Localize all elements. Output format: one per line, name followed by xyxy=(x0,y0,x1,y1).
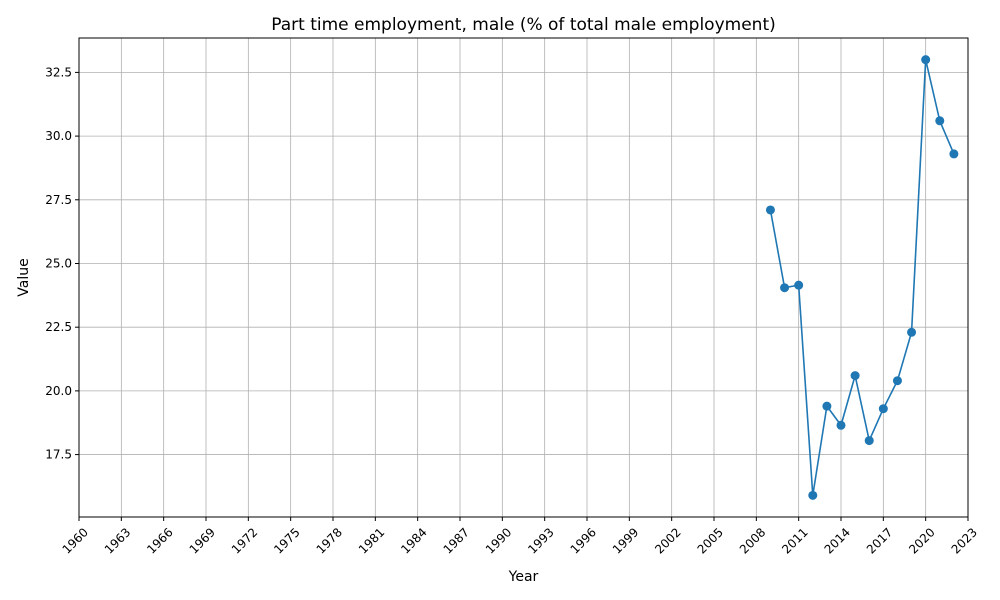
x-tick-label: 1960 xyxy=(60,525,91,556)
x-tick-label: 1963 xyxy=(102,525,133,556)
x-tick-label: 1987 xyxy=(441,525,472,556)
x-tick-label: 2011 xyxy=(779,525,810,556)
x-tick-label: 1969 xyxy=(187,525,218,556)
data-point xyxy=(878,404,888,414)
x-tick-label: 1993 xyxy=(525,525,556,556)
x-tick-label: 2008 xyxy=(737,525,768,556)
x-tick-label: 1975 xyxy=(271,525,302,556)
x-tick-label: 1966 xyxy=(144,525,175,556)
y-tick-label: 22.5 xyxy=(45,320,72,334)
x-tick-label: 2017 xyxy=(864,525,895,556)
x-tick-label: 2020 xyxy=(906,525,937,556)
series-layer xyxy=(765,55,959,500)
x-tick-label: 1972 xyxy=(229,525,260,556)
data-point xyxy=(808,490,818,500)
x-axis-label: Year xyxy=(508,569,539,585)
x-tick-label: 1981 xyxy=(356,525,387,556)
chart-title: Part time employment, male (% of total m… xyxy=(271,15,776,35)
x-tick-label: 2002 xyxy=(652,525,683,556)
data-point xyxy=(921,55,931,65)
x-tick-label: 1984 xyxy=(398,525,429,556)
plot-frame xyxy=(78,37,969,518)
data-point xyxy=(850,371,860,381)
series-line xyxy=(769,59,955,496)
data-point xyxy=(892,376,902,386)
y-tick-label: 27.5 xyxy=(45,193,72,207)
x-tick-label: 1978 xyxy=(314,525,345,556)
data-point xyxy=(949,149,959,159)
x-tick-label: 2014 xyxy=(822,525,853,556)
data-point xyxy=(765,205,775,215)
y-tick-label: 20.0 xyxy=(45,384,72,398)
x-tick-label: 1990 xyxy=(483,525,514,556)
y-tick-label: 30.0 xyxy=(45,129,72,143)
data-point xyxy=(907,327,917,337)
data-point xyxy=(780,283,790,293)
data-point xyxy=(794,280,804,290)
y-tick-label: 25.0 xyxy=(45,256,72,270)
y-tick-label: 32.5 xyxy=(45,65,72,79)
y-axis-ticks: 17.5 20.0 22.5 25.0 27.5 30.0 32.5 xyxy=(45,65,79,462)
y-axis-label: Value xyxy=(16,258,32,296)
data-point xyxy=(836,420,846,430)
x-tick-label: 1996 xyxy=(568,525,599,556)
data-point xyxy=(864,436,874,446)
data-point xyxy=(935,116,945,126)
grid xyxy=(78,38,969,517)
x-axis-ticks: 1960 1963 1966 1969 1972 1975 1978 1981 1984 1987… xyxy=(60,517,980,557)
data-point xyxy=(822,401,832,411)
x-tick-label: 2023 xyxy=(949,525,980,556)
y-tick-label: 17.5 xyxy=(45,448,72,462)
x-tick-label: 1999 xyxy=(610,525,641,556)
x-tick-label: 2005 xyxy=(695,525,726,556)
